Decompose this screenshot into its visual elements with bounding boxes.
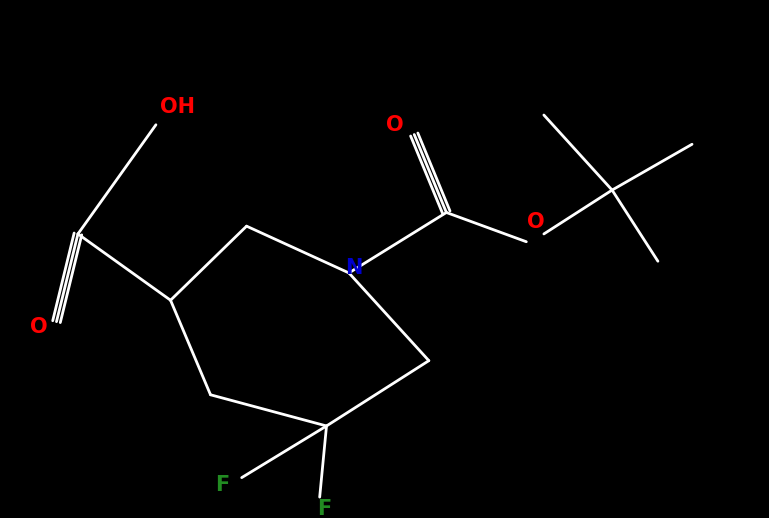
Text: O: O: [386, 115, 404, 135]
Text: F: F: [318, 499, 331, 518]
Text: F: F: [215, 476, 229, 495]
Text: O: O: [30, 316, 48, 337]
Text: OH: OH: [160, 97, 195, 117]
Text: N: N: [345, 258, 362, 278]
Text: O: O: [528, 212, 545, 232]
